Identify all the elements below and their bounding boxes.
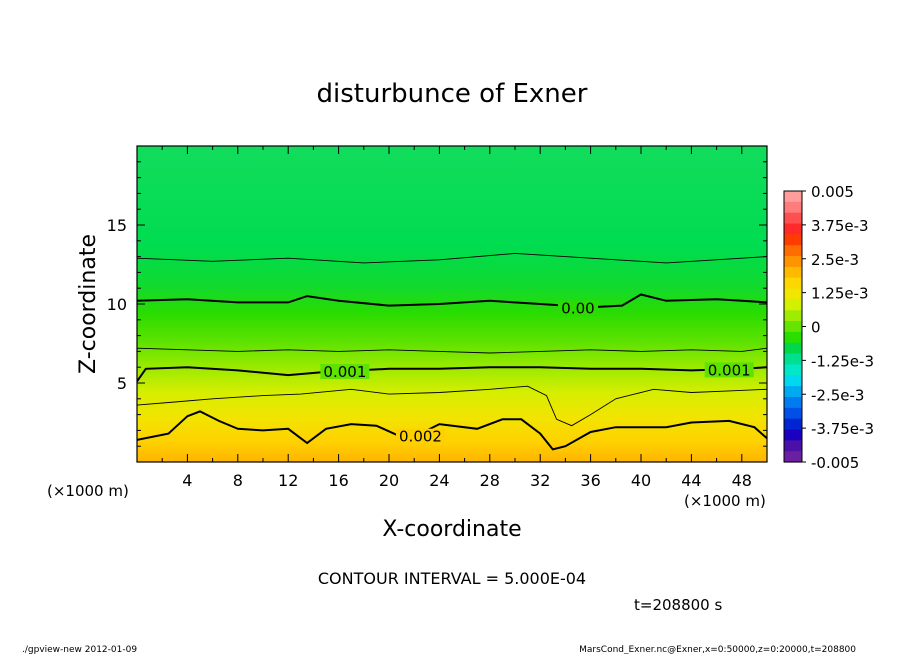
colorbar-label: 0 xyxy=(811,319,821,337)
colorbar-swatch xyxy=(784,310,802,322)
contour-label-background xyxy=(320,363,370,379)
contour-label: 0.00 xyxy=(561,300,594,318)
colorbar-label: -0.005 xyxy=(811,454,859,472)
colorbar-swatch xyxy=(784,331,802,344)
x-unit-right: (×1000 m) xyxy=(684,492,766,510)
contour-label-background xyxy=(396,428,445,444)
contour-line-major xyxy=(137,293,767,309)
x-axis-label: X-coordinate xyxy=(382,517,521,542)
y-tick-label: 10 xyxy=(107,295,127,314)
colorbar-swatch xyxy=(784,342,802,355)
colorbar-swatch xyxy=(784,212,802,225)
contour-label-background xyxy=(558,300,598,316)
x-tick-label: 28 xyxy=(480,471,500,490)
contour-label: 0.002 xyxy=(399,428,442,446)
y-axis: 5 10 15 xyxy=(107,145,767,463)
contour-label-layer: 0.00 0.001 0.001 0.002 xyxy=(320,300,754,446)
contour-label: 0.001 xyxy=(708,361,751,379)
colorbar-swatch xyxy=(784,266,802,279)
colorbar-label: -1.25e-3 xyxy=(811,352,874,370)
y-axis-label: Z-coordinate xyxy=(76,234,101,374)
colorbar-label: 2.5e-3 xyxy=(811,251,859,269)
time-text: t=208800 s xyxy=(634,596,722,614)
colorbar-swatch xyxy=(784,440,802,452)
contour-line-minor xyxy=(137,347,767,354)
x-tick-label: 20 xyxy=(379,471,399,490)
colorbar: 0.005 3.75e-3 2.5e-3 1.25e-3 0 -1.25e-3 -2.5e-… xyxy=(783,183,874,472)
x-tick-label: 12 xyxy=(278,471,298,490)
contour-line-minor xyxy=(137,385,767,427)
colorbar-swatch xyxy=(784,245,802,257)
x-tick-label: 36 xyxy=(580,471,600,490)
colorbar-swatch xyxy=(784,396,802,409)
colorbar-swatch xyxy=(784,451,802,463)
colorbar-swatch xyxy=(784,234,802,246)
footer-right: MarsCond_Exner.nc@Exner,x=0:50000,z=0:20… xyxy=(579,645,856,654)
x-tick-label: 40 xyxy=(631,471,651,490)
x-tick-label: 4 xyxy=(182,471,192,490)
colorbar-swatch xyxy=(784,288,802,300)
colorbar-swatch xyxy=(784,386,802,398)
contour-layer xyxy=(137,252,767,451)
colorbar-swatch xyxy=(784,201,802,214)
x-axis: 4 8 12 16 20 24 28 32 36 40 44 48 xyxy=(136,146,768,490)
y-tick-label: 5 xyxy=(117,374,127,393)
x-tick-label: 32 xyxy=(530,471,550,490)
colorbar-swatch xyxy=(784,375,802,387)
x-tick-label: 16 xyxy=(328,471,348,490)
contour-label: 0.001 xyxy=(323,363,366,381)
colorbar-swatch xyxy=(784,364,802,376)
x-tick-label: 24 xyxy=(429,471,449,490)
colorbar-label: 1.25e-3 xyxy=(811,285,869,303)
contour-line-major xyxy=(137,410,767,451)
x-tick-label: 8 xyxy=(233,471,243,490)
colorbar-swatch xyxy=(784,223,802,235)
y-tick-label: 15 xyxy=(107,216,127,235)
colorbar-swatch xyxy=(784,429,802,441)
colorbar-swatch xyxy=(784,191,802,203)
colorbar-swatch xyxy=(784,353,802,366)
colorbar-label: -3.75e-3 xyxy=(811,420,874,438)
contour-interval-text: CONTOUR INTERVAL = 5.000E-04 xyxy=(318,569,586,588)
chart-title: disturbunce of Exner xyxy=(317,79,588,109)
colorbar-label: -2.5e-3 xyxy=(811,386,864,404)
contour-line-minor xyxy=(137,252,767,264)
x-tick-label: 44 xyxy=(681,471,701,490)
colorbar-swatch xyxy=(784,277,802,290)
colorbar-swatch xyxy=(784,418,802,431)
colorbar-swatch xyxy=(784,407,802,420)
colorbar-swatch xyxy=(784,321,802,333)
contour-label-background xyxy=(704,362,754,378)
contour-line-major xyxy=(137,366,767,382)
colorbar-label: 3.75e-3 xyxy=(811,217,869,235)
x-unit-left: (×1000 m) xyxy=(47,482,129,500)
plot-area: 0.00 0.001 0.001 0.002 xyxy=(136,145,768,463)
footer-left: ./gpview-new 2012-01-09 xyxy=(22,645,137,654)
colorbar-swatch xyxy=(784,299,802,311)
colorbar-swatch xyxy=(784,256,802,268)
x-tick-label: 48 xyxy=(732,471,752,490)
colorbar-label: 0.005 xyxy=(811,183,854,201)
